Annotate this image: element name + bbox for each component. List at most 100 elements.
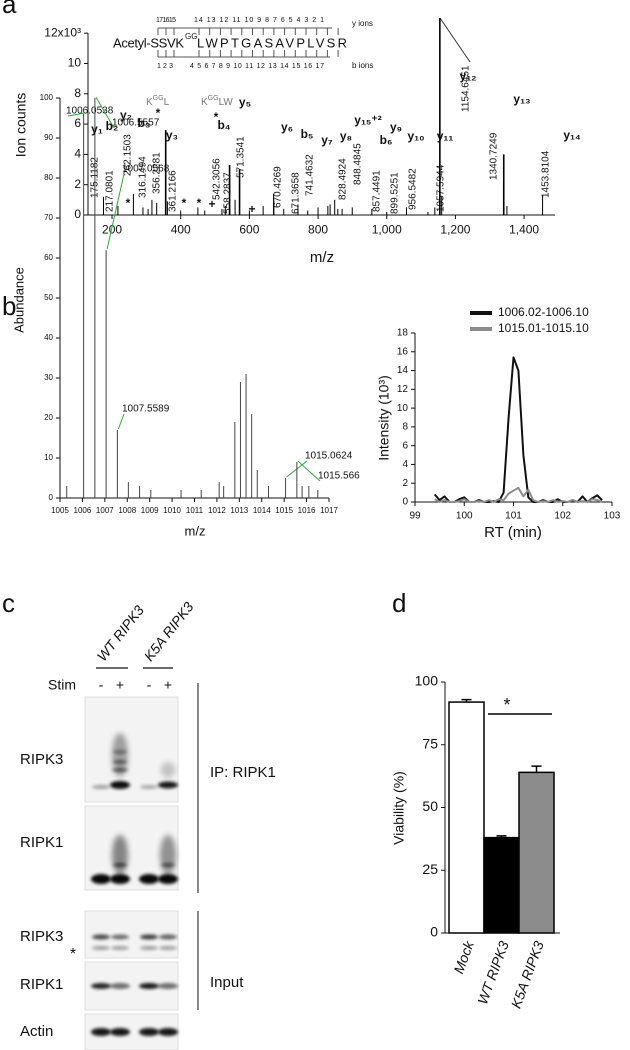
bar xyxy=(518,771,555,934)
peak-marker: + xyxy=(208,197,215,211)
x-tick-label: Mock xyxy=(450,938,477,976)
blot-band xyxy=(113,863,127,867)
peak-label: 857.4491 xyxy=(372,170,383,212)
y-tick-label: 18 xyxy=(397,328,409,339)
ion-label: y₇ xyxy=(321,133,333,147)
leader-line xyxy=(439,17,471,63)
x-tick-label: 1008 xyxy=(118,506,136,515)
y-tick-label: 100 xyxy=(40,93,54,102)
condition-label: K5A RIPK3 xyxy=(141,599,197,664)
blot-band xyxy=(112,835,128,875)
blot-band xyxy=(140,946,158,950)
blot-band xyxy=(158,983,178,989)
y-tick-label: 30 xyxy=(44,373,53,382)
y-tick-label: 12x10³ xyxy=(44,25,81,39)
y-axis-label: Intensity (10³) xyxy=(376,375,392,461)
blot-band xyxy=(111,946,129,950)
ion-label: y₁₂ xyxy=(460,69,477,83)
peak-label: 828.4924 xyxy=(338,158,349,200)
x-tick-label: 1014 xyxy=(253,506,271,515)
condition-label: WT RIPK3 xyxy=(94,602,147,664)
y-ions-label: y ions xyxy=(352,19,373,28)
y-tick-label: 4 xyxy=(402,459,408,470)
y-tick-label: 75 xyxy=(422,735,438,751)
stim-sign: - xyxy=(99,677,104,693)
ion-label: b₄ xyxy=(217,118,230,132)
x-tick-label: 1006 xyxy=(74,506,92,515)
error-bar xyxy=(531,765,542,773)
peptide-suffix: LWPTGASAVPLVSR xyxy=(197,35,347,50)
peak-marker: * xyxy=(197,196,202,210)
blot-row-label: RIPK1 xyxy=(20,834,63,851)
ion-label: y₁₄ xyxy=(563,128,581,142)
y-tick-label: 90 xyxy=(44,133,53,142)
error-bar xyxy=(461,698,472,703)
site-label-part: L xyxy=(164,97,170,108)
blot-row-label: RIPK1 xyxy=(20,976,63,993)
peak-label: 1006.5557 xyxy=(112,118,160,129)
blot-band xyxy=(112,733,128,777)
x-tick-label: WT RIPK3 xyxy=(474,939,512,1007)
x-tick-label: 1,200 xyxy=(440,222,470,236)
label-leader xyxy=(67,112,85,117)
x-tick-label: 101 xyxy=(505,511,522,522)
y-tick-label: 14 xyxy=(397,365,409,376)
x-axis-label: m/z xyxy=(185,523,206,538)
blot-band xyxy=(110,983,130,989)
peak-label: 670.4269 xyxy=(273,166,284,208)
y-axis-label: Viability (%) xyxy=(391,771,407,845)
blot-band xyxy=(110,874,130,884)
peak-label: 542.3056 xyxy=(212,158,223,200)
blot-band xyxy=(161,762,175,778)
site-label: KGGLW xyxy=(201,95,233,108)
site-label-part: LW xyxy=(219,97,234,108)
x-tick-label: 102 xyxy=(554,511,571,522)
ion-label: y₁₅⁺² xyxy=(354,113,381,127)
ion-label: y₁ xyxy=(91,122,103,136)
x-tick-label: 1015 xyxy=(275,506,293,515)
y-tick-label: 100 xyxy=(415,673,439,689)
nonspecific-marker: * xyxy=(70,946,76,963)
blot-band xyxy=(158,874,178,884)
peak-label: 356.2281 xyxy=(152,152,163,194)
peak-label: 956.5482 xyxy=(408,168,419,210)
significance-label: * xyxy=(503,695,510,715)
x-tick-label: 1005 xyxy=(51,506,69,515)
blot-band xyxy=(139,1028,159,1036)
ion-label: b₆ xyxy=(380,133,393,147)
peak-marker: * xyxy=(214,110,219,124)
y-tick-label: 8 xyxy=(74,86,81,100)
peak-marker: * xyxy=(126,196,131,210)
y-axis-label: Ion counts xyxy=(13,93,29,158)
series-line xyxy=(433,356,603,503)
y-tick-label: 8 xyxy=(402,422,408,433)
blot-band xyxy=(140,934,158,940)
stim-sign: - xyxy=(147,677,152,693)
y-tick-label: 70 xyxy=(44,213,53,222)
ion-label: b₂ xyxy=(106,119,119,133)
peak-label: 262.1503 xyxy=(123,134,134,176)
ion-label: y₆ xyxy=(281,120,293,134)
blot-row-label: RIPK3 xyxy=(20,751,63,768)
x-axis-label: m/z xyxy=(310,249,334,266)
peptide-prefix: Acetyl-SSVK xyxy=(113,35,184,50)
blot-band xyxy=(92,946,110,950)
legend-label: 1006.02-1006.10 xyxy=(498,305,589,319)
ion-label: b₃ xyxy=(138,116,151,130)
y-tick-label: 10 xyxy=(44,453,53,462)
y-tick-label: 50 xyxy=(422,798,438,814)
stim-sign: + xyxy=(116,677,124,693)
blot-band xyxy=(113,750,127,754)
peak-label: 1015.566 xyxy=(318,471,360,482)
error-bar xyxy=(496,835,507,838)
blot-row-label: Actin xyxy=(20,1023,53,1040)
y-tick-label: 0 xyxy=(430,924,438,940)
x-tick-label: 400 xyxy=(171,222,191,236)
blot-band xyxy=(159,934,177,940)
bar xyxy=(448,701,485,934)
peak-label: 1007.0568 xyxy=(122,164,170,175)
site-label-part: GG xyxy=(208,95,219,102)
peak-label: 1006.0538 xyxy=(66,106,114,117)
y-tick-label: 80 xyxy=(44,173,53,182)
